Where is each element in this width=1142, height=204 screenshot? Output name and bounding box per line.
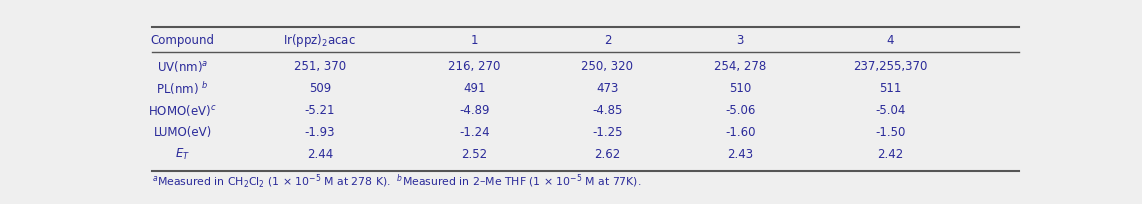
Text: 237,255,370: 237,255,370 (853, 60, 927, 73)
Text: -5.21: -5.21 (305, 104, 335, 117)
Text: -5.04: -5.04 (876, 104, 906, 117)
Text: 510: 510 (729, 82, 751, 95)
Text: 250, 320: 250, 320 (581, 60, 634, 73)
Text: 2.43: 2.43 (727, 147, 754, 161)
Text: 491: 491 (464, 82, 485, 95)
Text: 254, 278: 254, 278 (714, 60, 766, 73)
Text: -4.89: -4.89 (459, 104, 490, 117)
Text: Compound: Compound (151, 34, 215, 48)
Text: UV(nm)$^{a}$: UV(nm)$^{a}$ (156, 59, 208, 74)
Text: 251, 370: 251, 370 (293, 60, 346, 73)
Text: HOMO(eV)$^{c}$: HOMO(eV)$^{c}$ (148, 103, 217, 118)
Text: -1.50: -1.50 (876, 126, 906, 139)
Text: 216, 270: 216, 270 (449, 60, 501, 73)
Text: -1.60: -1.60 (725, 126, 755, 139)
Text: -5.06: -5.06 (725, 104, 755, 117)
Text: 2.52: 2.52 (461, 147, 488, 161)
Text: 2.62: 2.62 (594, 147, 620, 161)
Text: 4: 4 (887, 34, 894, 48)
Text: $^{a}$Measured in CH$_2$Cl$_2$ (1 $\times$ 10$^{-5}$ M at 278 K).  $^{b}$Measure: $^{a}$Measured in CH$_2$Cl$_2$ (1 $\time… (152, 173, 641, 191)
Text: 2.44: 2.44 (307, 147, 332, 161)
Text: -1.93: -1.93 (305, 126, 335, 139)
Text: LUMO(eV): LUMO(eV) (153, 126, 211, 139)
Text: PL(nm) $^{b}$: PL(nm) $^{b}$ (156, 80, 209, 97)
Text: 2: 2 (604, 34, 611, 48)
Text: 511: 511 (879, 82, 902, 95)
Text: -1.25: -1.25 (593, 126, 622, 139)
Text: Ir(ppz)$_2$acac: Ir(ppz)$_2$acac (283, 32, 356, 50)
Text: 2.42: 2.42 (877, 147, 903, 161)
Text: 473: 473 (596, 82, 619, 95)
Text: -1.24: -1.24 (459, 126, 490, 139)
Text: 509: 509 (308, 82, 331, 95)
Text: -4.85: -4.85 (593, 104, 622, 117)
Text: $E_T$: $E_T$ (175, 146, 190, 162)
Text: 3: 3 (737, 34, 743, 48)
Text: 1: 1 (471, 34, 478, 48)
